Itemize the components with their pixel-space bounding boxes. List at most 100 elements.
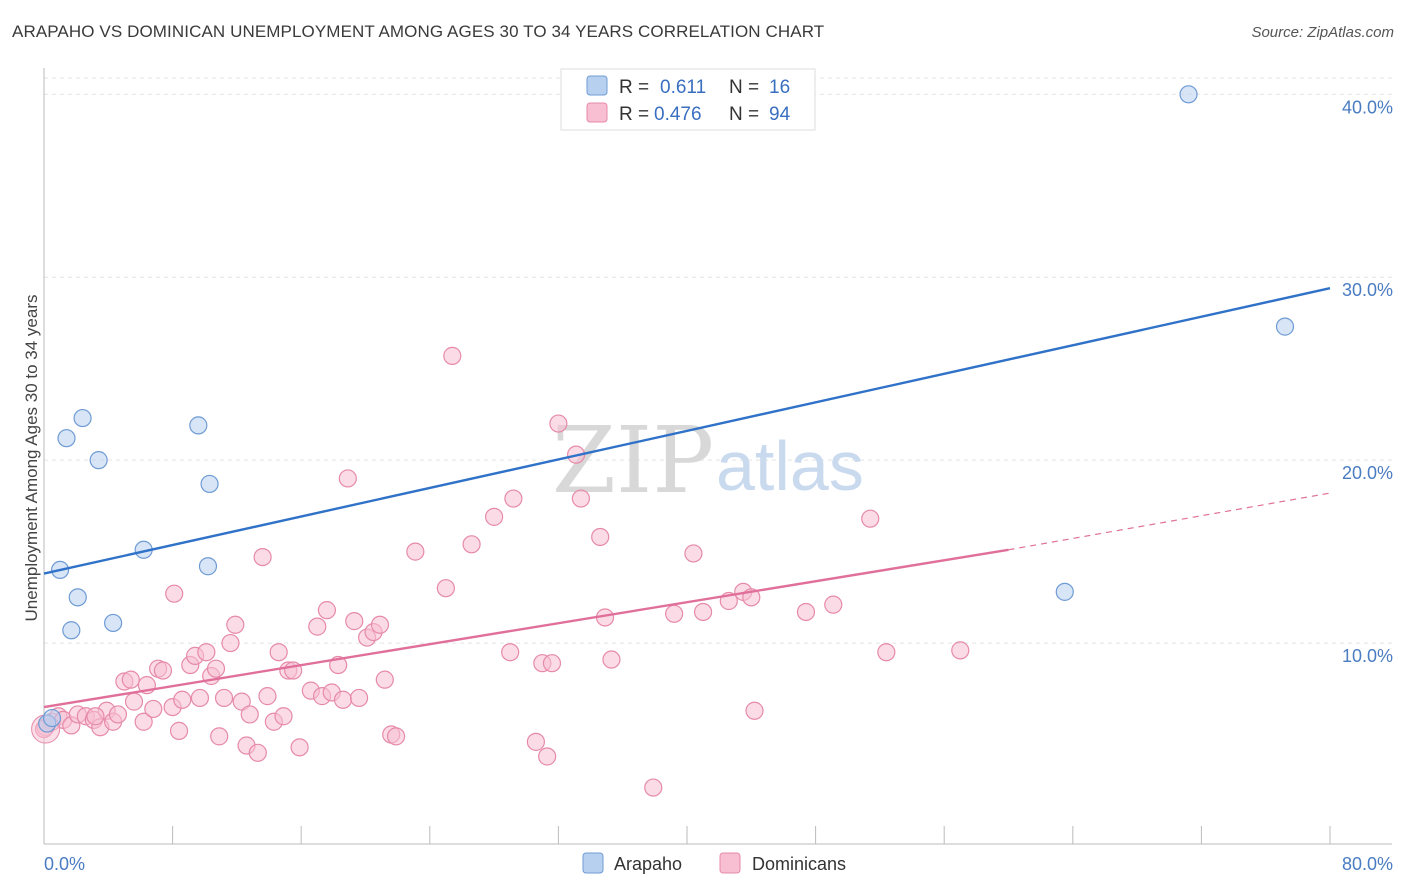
dominicans-point-79 — [644, 778, 663, 797]
dominicans-point-73 — [549, 414, 568, 433]
dominicans-point-69 — [526, 732, 545, 751]
dominicans-point-36 — [240, 705, 259, 724]
bottom-legend-label-dominicans: Dominicans — [752, 854, 846, 874]
dominicans-point-81 — [684, 544, 703, 563]
bottom-legend-swatch-arapaho — [582, 852, 604, 874]
dominicans-point-61 — [386, 727, 406, 746]
dominicans-point-93 — [86, 707, 105, 726]
dominicans-point-29 — [206, 659, 226, 678]
y-tick-label-3: 40.0% — [1342, 97, 1393, 117]
arapaho-point-5 — [68, 588, 87, 607]
dominicans-point-37 — [248, 743, 267, 762]
y-tick-label-0: 10.0% — [1342, 646, 1393, 666]
legend-n-value-dominicans: 94 — [769, 104, 791, 125]
dominicans-point-89 — [861, 509, 880, 528]
arapaho-point-15 — [1275, 317, 1295, 336]
dominicans-point-19 — [153, 661, 173, 680]
top-legend: R = 0.611 N = 16 R = 0.476 N = 94 — [560, 68, 816, 131]
chart-title: ARAPAHO VS DOMINICAN UNEMPLOYMENT AMONG … — [12, 22, 825, 41]
dominicans-point-34 — [232, 692, 251, 711]
dominicans-point-91 — [951, 641, 970, 660]
y-tick-labels: 10.0% 20.0% 30.0% 40.0% — [1342, 97, 1393, 666]
legend-n-label-arapaho: N = — [729, 77, 759, 98]
dominicans-point-71 — [538, 747, 557, 766]
dominicans-point-86 — [745, 701, 764, 720]
dominicans-point-30 — [210, 727, 229, 746]
x-tick-label-1: 80.0% — [1342, 854, 1393, 874]
arapaho-point-14 — [1179, 85, 1198, 104]
dominicans-points — [31, 346, 970, 797]
watermark-atlas: atlas — [716, 427, 864, 505]
dominicans-point-49 — [317, 601, 337, 620]
dominicans-point-90 — [877, 643, 896, 662]
dominicans-point-58 — [370, 615, 390, 634]
dominicans-point-23 — [173, 690, 192, 709]
y-tick-label-1: 20.0% — [1342, 463, 1393, 483]
dominicans-point-15 — [134, 712, 153, 731]
dominicans-point-67 — [501, 643, 520, 662]
dominicans-trendline-extension — [1008, 492, 1331, 551]
legend-swatch-arapaho — [586, 75, 608, 96]
y-axis-label: Unemployment Among Ages 30 to 34 years — [22, 295, 41, 622]
dominicans-point-53 — [338, 469, 357, 488]
dominicans-point-42 — [274, 707, 293, 726]
dominicans-point-33 — [226, 615, 245, 634]
arapaho-point-3 — [57, 429, 76, 448]
bottom-legend-label-arapaho: Arapaho — [614, 854, 682, 874]
arapaho-point-13 — [1055, 582, 1074, 601]
dominicans-point-27 — [197, 643, 216, 662]
dominicans-point-78 — [602, 650, 621, 669]
legend-r-label-arapaho: R = — [619, 77, 649, 98]
dominicans-point-21 — [165, 584, 184, 603]
dominicans-point-52 — [333, 690, 353, 709]
legend-n-label-dominicans: N = — [729, 104, 759, 125]
dominicans-point-55 — [349, 688, 369, 708]
trendlines — [43, 287, 1331, 709]
dominicans-point-68 — [504, 489, 523, 508]
dominicans-trendline — [43, 548, 1009, 709]
arapaho-trendline — [43, 287, 1331, 575]
dominicans-point-11 — [108, 705, 128, 724]
dominicans-point-54 — [345, 612, 364, 631]
arapaho-point-11 — [198, 557, 218, 576]
arapaho-point-7 — [89, 451, 108, 470]
legend-r-value-arapaho: 0.611 — [660, 77, 706, 98]
source-label: Source: ZipAtlas.com — [1251, 24, 1394, 41]
gridlines — [44, 77, 1392, 644]
bottom-legend-swatch-dominicans — [719, 852, 741, 874]
x-tick-label-0: 0.0% — [44, 854, 85, 874]
dominicans-point-38 — [253, 547, 272, 567]
dominicans-point-39 — [258, 687, 277, 706]
arapaho-point-10 — [189, 416, 208, 435]
dominicans-point-87 — [796, 602, 816, 622]
dominicans-point-13 — [121, 670, 140, 689]
legend-r-value-dominicans: 0.476 — [654, 104, 702, 125]
dominicans-point-26 — [190, 688, 210, 708]
dominicans-point-63 — [436, 579, 455, 598]
dominicans-point-65 — [462, 535, 481, 554]
arapaho-point-6 — [73, 408, 92, 428]
arapaho-point-4 — [62, 621, 81, 640]
dominicans-point-76 — [591, 527, 610, 547]
dominicans-point-17 — [144, 699, 163, 719]
dominicans-point-66 — [485, 507, 504, 526]
dominicans-point-88 — [824, 595, 843, 614]
dominicans-point-82 — [693, 602, 713, 622]
dominicans-point-64 — [443, 346, 462, 365]
legend-n-value-arapaho: 16 — [769, 77, 790, 98]
dominicans-point-59 — [375, 670, 394, 689]
dominicans-point-72 — [542, 654, 562, 673]
x-tick-labels: 0.0% 80.0% — [44, 854, 1393, 874]
dominicans-point-47 — [308, 617, 327, 636]
y-tick-label-2: 30.0% — [1342, 280, 1393, 300]
dominicans-point-31 — [214, 688, 234, 708]
arapaho-point-8 — [104, 613, 123, 633]
dominicans-point-45 — [290, 738, 309, 757]
dominicans-point-32 — [221, 633, 240, 653]
dominicans-point-75 — [571, 489, 591, 508]
dominicans-point-22 — [169, 721, 189, 740]
arapaho-points — [38, 85, 1295, 733]
arapaho-point-1 — [42, 708, 62, 728]
bottom-legend: Arapaho Dominicans — [582, 852, 846, 874]
legend-r-label-dominicans: R = — [619, 104, 649, 125]
